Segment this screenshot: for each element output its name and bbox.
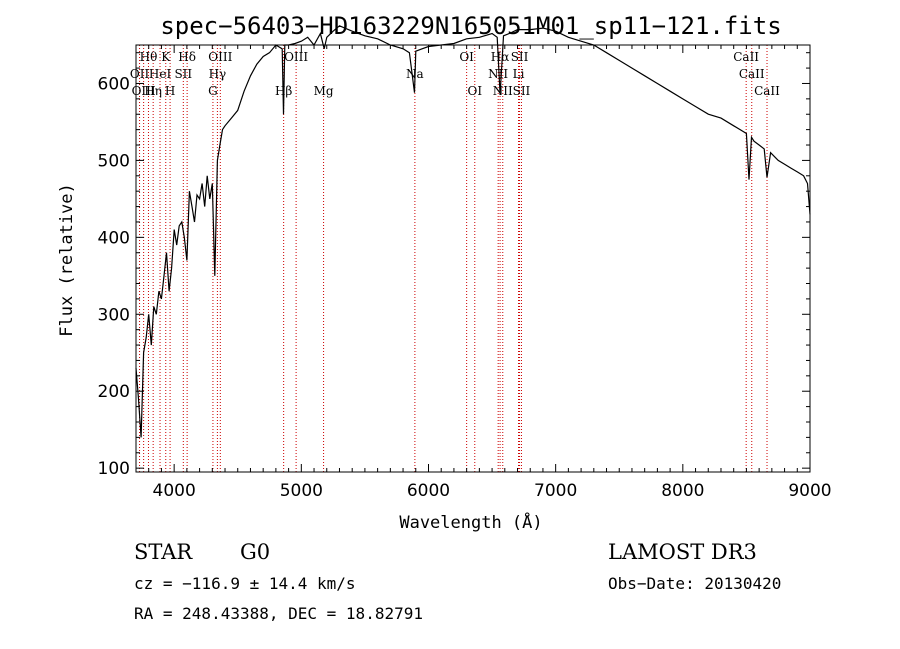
line-label: OI — [467, 84, 482, 98]
redshift-velocity: cz = −116.9 ± 14.4 km/s — [134, 574, 356, 593]
line-label: SII — [513, 84, 531, 98]
line-marker-layer — [139, 45, 768, 472]
line-label: SII — [511, 50, 529, 64]
line-label: OIII — [208, 50, 232, 64]
line-label: Hη — [144, 84, 162, 98]
line-label: OII — [130, 67, 150, 81]
line-label: Hδ — [178, 50, 196, 64]
object-class: STAR — [134, 540, 193, 564]
x-axis-label: Wavelength (Å) — [399, 511, 542, 533]
line-label: OIII — [284, 50, 308, 64]
observation-date: Obs−Date: 20130420 — [608, 574, 782, 593]
y-tick-label: 100 — [98, 459, 130, 479]
ra-dec-coordinates: RA = 248.43388, DEC = 18.82791 — [134, 604, 423, 623]
x-tick-label: 9000 — [788, 481, 831, 501]
line-label: H — [165, 84, 175, 98]
line-label: G — [208, 84, 218, 98]
y-tick-label: 400 — [98, 228, 130, 248]
line-label: CaII — [733, 50, 759, 64]
y-tick-label: 300 — [98, 305, 130, 325]
line-label: Li — [513, 67, 525, 81]
line-label: K — [161, 50, 171, 64]
x-tick-label: 8000 — [661, 481, 704, 501]
plot-frame — [135, 44, 811, 473]
survey-name: LAMOST DR3 — [608, 540, 757, 564]
line-label: CaII — [739, 67, 765, 81]
x-axis: 4000 5000 6000 7000 8000 9000 — [135, 45, 832, 501]
line-label: SII — [174, 67, 192, 81]
line-label: Hγ — [209, 67, 227, 81]
object-subclass: G0 — [240, 540, 271, 564]
y-axis-label: Flux (relative) — [57, 183, 77, 337]
line-label: HeI — [149, 67, 172, 81]
line-label: Hθ — [140, 50, 158, 64]
y-tick-label: 200 — [98, 382, 130, 402]
line-label: OIII — [132, 84, 156, 98]
y-tick-label: 600 — [98, 74, 130, 94]
line-label: NII — [493, 84, 513, 98]
x-tick-label: 7000 — [534, 481, 577, 501]
line-label: Hα — [491, 50, 510, 64]
spectrum-series-line — [135, 25, 811, 438]
y-tick-label: 500 — [98, 151, 130, 171]
x-tick-label: 4000 — [153, 481, 196, 501]
x-tick-label: 6000 — [407, 481, 450, 501]
line-label: OI — [459, 50, 474, 64]
line-label: CaII — [754, 84, 780, 98]
chart-title: spec−56403−HD163229N165051M01_sp11−121.f… — [160, 12, 781, 40]
y-axis: 100 200 300 400 500 600 — [98, 52, 810, 479]
x-tick-label: 5000 — [280, 481, 323, 501]
line-label: Mg — [314, 84, 334, 98]
line-label: NII — [488, 67, 508, 81]
